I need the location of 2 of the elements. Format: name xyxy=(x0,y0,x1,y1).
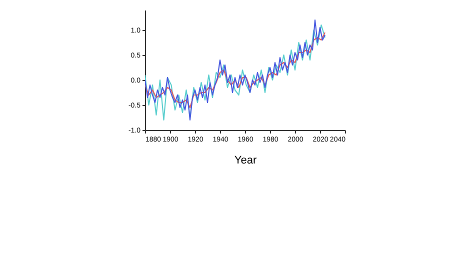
x-axis-title: Year xyxy=(234,154,257,166)
line-series xyxy=(145,32,326,108)
